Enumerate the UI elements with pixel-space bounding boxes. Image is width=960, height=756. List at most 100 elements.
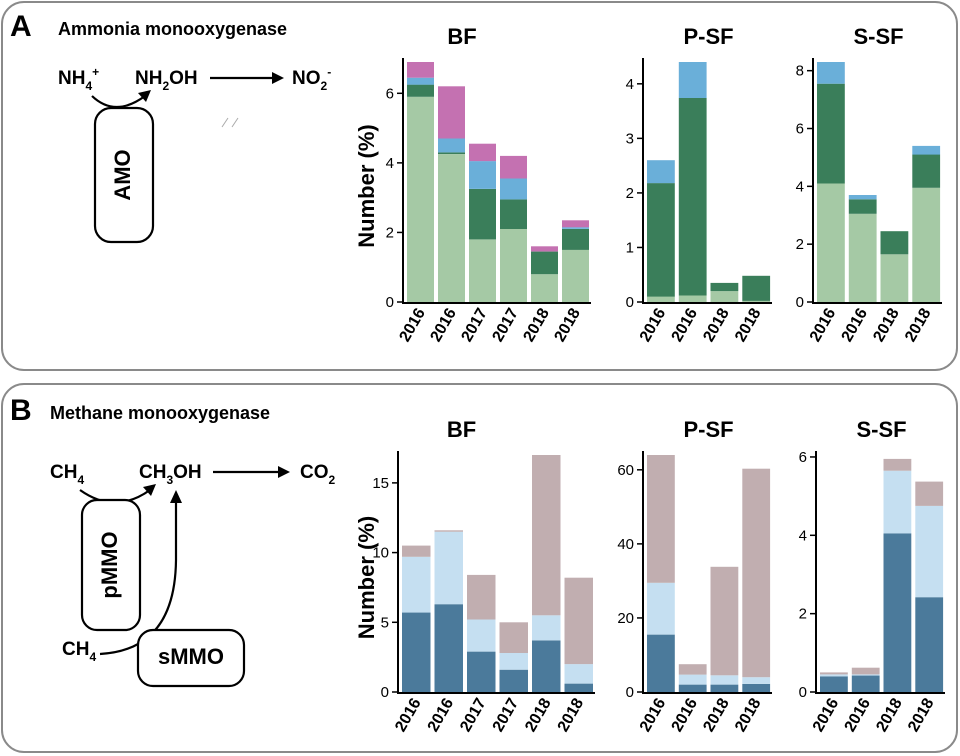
bar-segment: [915, 481, 944, 506]
bar-segment: [883, 470, 912, 534]
panel-b-title: Methane monooxygenase: [50, 403, 270, 423]
bar-segment: [402, 612, 431, 692]
x-tick-label: 2016: [392, 695, 425, 734]
x-tick-label: 2016: [669, 695, 702, 734]
bar-segment: [500, 155, 527, 179]
y-tick-label: 0: [626, 684, 634, 701]
bar-segment: [710, 282, 739, 292]
bar-segment: [848, 199, 877, 214]
x-tick-label: 2018: [905, 695, 938, 734]
chart-title: S-SF: [856, 417, 906, 442]
bar-segment: [742, 468, 771, 678]
y-tick-label: 10: [372, 545, 389, 562]
smmo-arrow-line: [99, 500, 178, 656]
methane-arrow-head: [278, 466, 290, 478]
y-tick-label: 0: [799, 684, 807, 701]
bar-segment: [742, 300, 771, 302]
ammonium-label: NH4+: [58, 65, 99, 93]
bar-segment: [500, 199, 527, 229]
faint-mark: [221, 117, 229, 128]
bar-segment: [438, 152, 465, 155]
bar-segment: [564, 577, 593, 665]
bar-segment: [742, 677, 771, 684]
bar-segment: [817, 62, 845, 84]
x-tick-label: 2016: [842, 695, 875, 734]
y-tick-label: 2: [796, 236, 804, 253]
bar-segment: [438, 138, 465, 153]
y-tick-label: 6: [386, 85, 394, 102]
bar-segment: [467, 574, 496, 620]
bar-segment: [647, 296, 675, 302]
bar-segment: [880, 254, 909, 302]
amo-enzyme-label: AMO: [110, 149, 135, 200]
ammonia-reaction: NH4+ NH2OH NO2- AMO: [58, 65, 331, 244]
x-tick-label: 2017: [490, 695, 523, 734]
y-tick-label: 0: [796, 294, 804, 311]
bar-segment: [469, 239, 496, 302]
bar-segment: [564, 664, 593, 684]
x-tick-label: 2018: [522, 695, 555, 734]
smmo-enzyme-label: sMMO: [158, 644, 224, 669]
bar-segment: [467, 619, 496, 652]
faint-mark: [231, 117, 239, 128]
smmo-arrow-head: [170, 490, 182, 503]
bar-segment: [880, 231, 909, 255]
y-tick-label: 3: [626, 130, 634, 147]
bar-segment: [532, 640, 561, 692]
bar-segment: [499, 622, 528, 653]
y-tick-label: 4: [796, 178, 804, 195]
y-tick-label: 4: [386, 155, 394, 172]
x-tick-label: 2017: [458, 305, 491, 344]
bar-segment: [915, 505, 944, 598]
y-tick-label: 15: [372, 475, 389, 492]
bar-segment: [562, 249, 589, 302]
y-tick-label: 5: [381, 614, 389, 631]
bar-segment: [851, 675, 880, 692]
x-tick-label: 2018: [555, 695, 588, 734]
bar-segment: [407, 96, 434, 302]
bar-segment: [467, 651, 496, 692]
bar-segment: [499, 653, 528, 670]
bar-segment: [678, 62, 707, 98]
bar-segment: [678, 684, 707, 692]
panel-b-letter: B: [10, 394, 32, 427]
x-tick-label: 2018: [700, 305, 733, 344]
bar-segment: [851, 667, 880, 675]
bar-segment: [710, 684, 739, 692]
x-tick-label: 2018: [520, 305, 553, 344]
y-tick-label: 6: [799, 449, 807, 466]
methane-label-2: CH4: [62, 639, 96, 664]
x-tick-label: 2018: [551, 305, 584, 344]
methanol-label: CH3OH: [139, 462, 202, 487]
bar-segment: [402, 556, 431, 613]
bar-segment: [678, 664, 707, 675]
ammonia-arrow-head: [272, 72, 284, 84]
bar-segment: [647, 455, 675, 583]
x-tick-label: 2016: [669, 305, 702, 344]
bar-segment: [469, 143, 496, 162]
bar-segment: [912, 154, 941, 188]
ammonia-curved-arrow-head: [138, 90, 151, 102]
bar-segment: [434, 531, 463, 605]
bar-segment: [678, 674, 707, 685]
bar-segment: [915, 597, 944, 692]
x-tick-label: 2018: [732, 305, 765, 344]
bar-segment: [438, 86, 465, 139]
x-tick-label: 2016: [427, 305, 460, 344]
bar-segment: [820, 674, 848, 677]
chart-title: BF: [447, 24, 476, 49]
bar-segment: [438, 154, 465, 302]
x-tick-label: 2016: [425, 695, 458, 734]
x-tick-label: 2016: [839, 305, 872, 344]
y-tick-label: 6: [796, 121, 804, 138]
x-tick-label: 2016: [807, 305, 840, 344]
pmmo-enzyme-box: [80, 498, 142, 632]
x-tick-label: 2016: [637, 695, 670, 734]
y-tick-label: 2: [626, 185, 634, 202]
bar-segment: [820, 672, 848, 675]
